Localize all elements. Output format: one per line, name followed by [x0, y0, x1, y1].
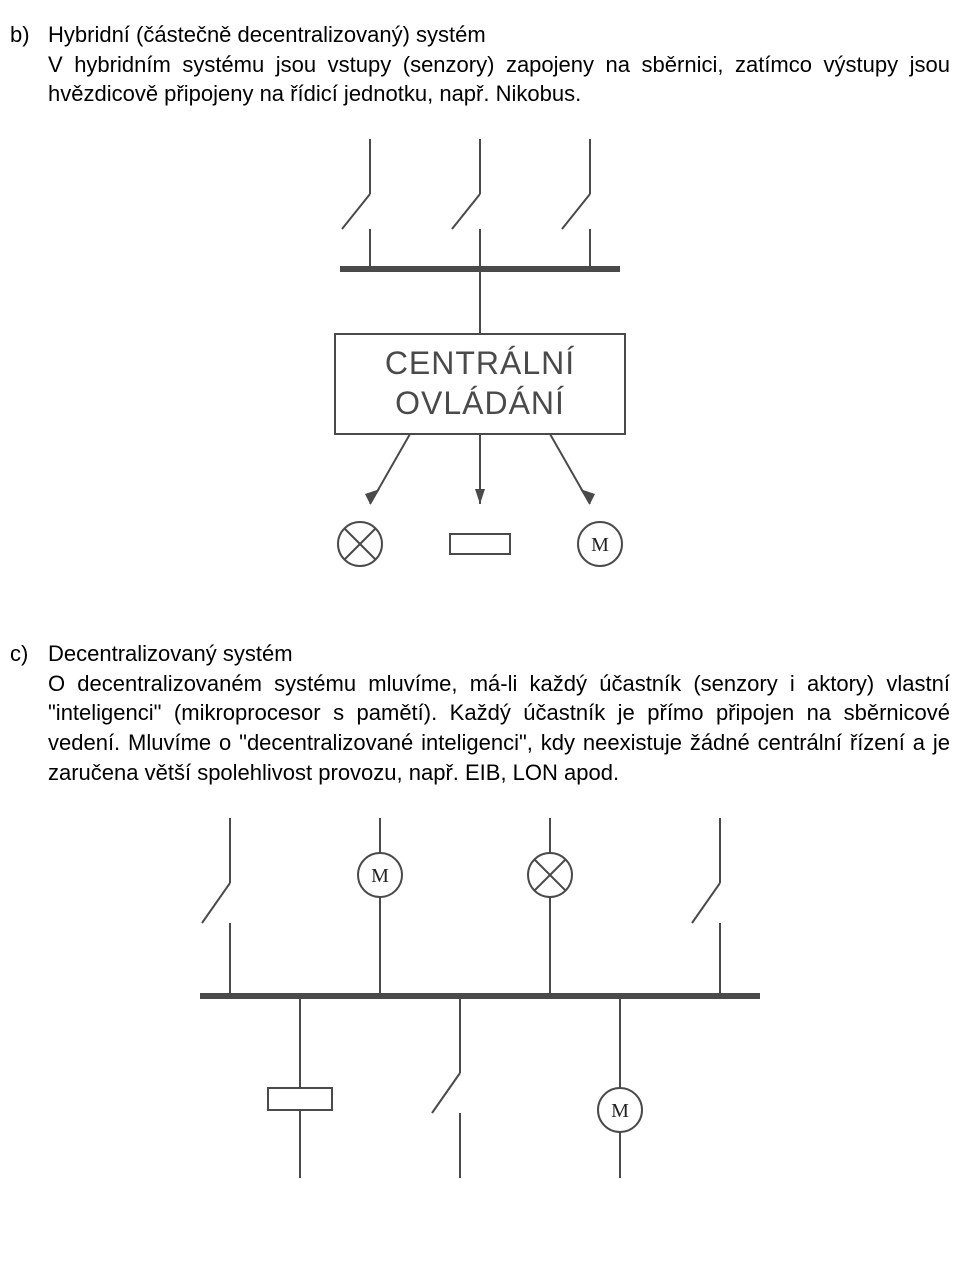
section-b-heading: b)Hybridní (částečně decentralizovaný) s…: [10, 20, 950, 50]
section-c-body: O decentralizovaném systému mluvíme, má-…: [48, 669, 950, 788]
diagram-c-wrap: M M: [10, 818, 950, 1188]
central-box-line2: OVLÁDÁNÍ: [395, 385, 565, 421]
section-b-label: b): [10, 20, 48, 50]
section-c: c)Decentralizovaný systém O decentralizo…: [10, 639, 950, 1187]
section-c-label: c): [10, 639, 48, 669]
diagram-c: M M: [160, 818, 800, 1188]
diagram-b-wrap: CENTRÁLNÍ OVLÁDÁNÍ: [10, 139, 950, 599]
section-b: b)Hybridní (částečně decentralizovaný) s…: [10, 20, 950, 599]
section-b-title: Hybridní (částečně decentralizovaný) sys…: [48, 22, 486, 47]
section-c-title: Decentralizovaný systém: [48, 641, 293, 666]
section-c-heading: c)Decentralizovaný systém: [10, 639, 950, 669]
central-box-line1: CENTRÁLNÍ: [385, 345, 575, 381]
motor-label-c1: M: [371, 865, 389, 887]
motor-label-c2: M: [611, 1100, 629, 1122]
section-b-body: V hybridním systému jsou vstupy (senzory…: [48, 50, 950, 109]
motor-label-b: M: [591, 534, 609, 556]
diagram-b: CENTRÁLNÍ OVLÁDÁNÍ: [280, 139, 680, 599]
